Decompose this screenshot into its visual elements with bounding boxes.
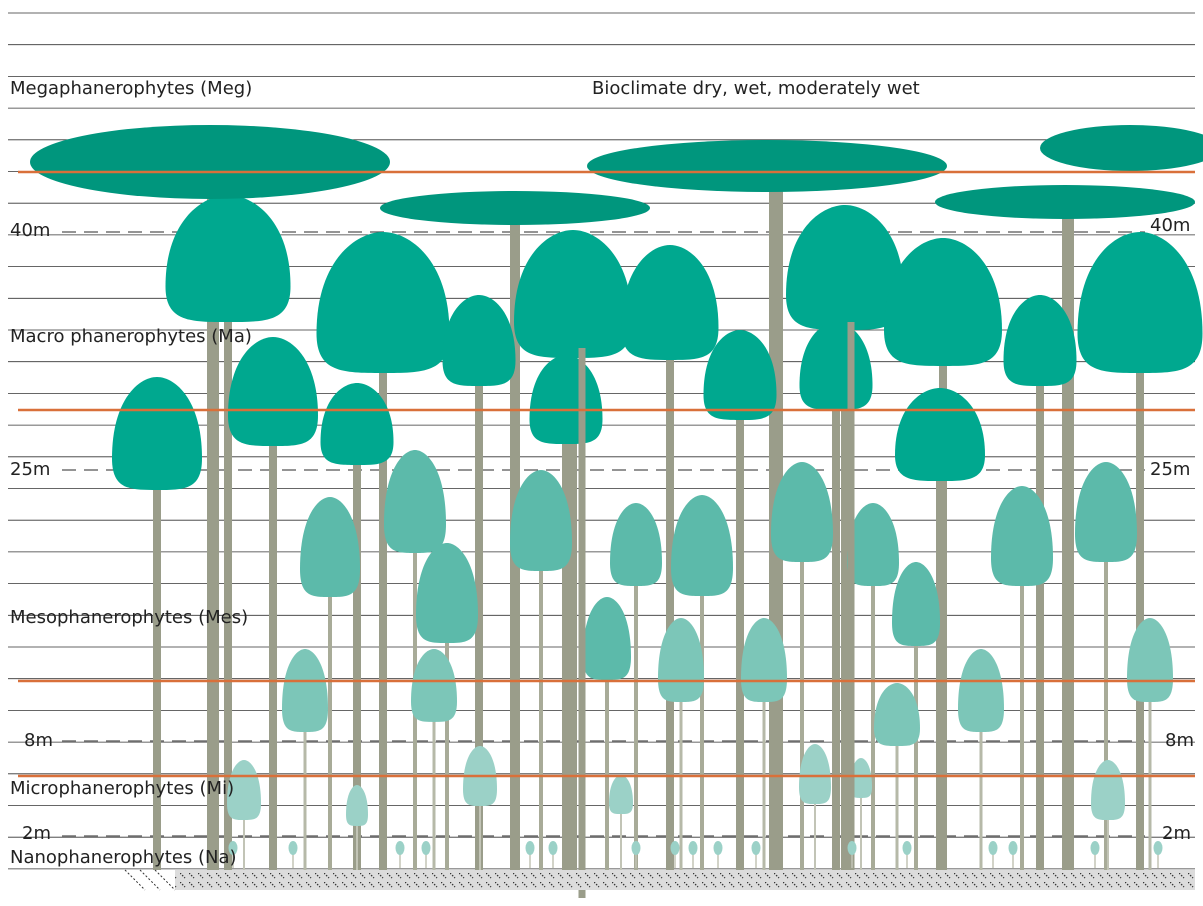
crown xyxy=(771,462,833,562)
crown xyxy=(514,230,632,358)
crown xyxy=(442,295,516,386)
crown xyxy=(799,322,873,410)
crown xyxy=(1075,462,1137,562)
flat-crown xyxy=(935,185,1195,219)
crown xyxy=(384,450,446,553)
crown xyxy=(786,205,904,330)
height-label: 2m xyxy=(22,823,51,844)
height-label: 40m xyxy=(10,220,50,241)
crown xyxy=(282,649,328,732)
seedling xyxy=(631,841,641,855)
crown xyxy=(850,758,872,798)
flat-crown xyxy=(1040,125,1203,171)
crown xyxy=(583,597,631,680)
crown xyxy=(658,618,704,702)
seedling xyxy=(228,841,238,855)
seedling xyxy=(688,841,698,855)
flat-crown xyxy=(30,125,390,199)
height-label: 40m xyxy=(1150,215,1190,236)
height-label: 25m xyxy=(10,459,50,480)
seedling xyxy=(525,841,535,855)
crown xyxy=(529,355,603,444)
crown xyxy=(411,649,457,722)
crown xyxy=(610,503,662,586)
crown xyxy=(510,470,572,571)
flat-crown xyxy=(587,140,947,192)
seedling xyxy=(713,841,723,855)
crown xyxy=(703,330,777,420)
height-label: 2m xyxy=(1162,823,1191,844)
seedling xyxy=(1008,841,1018,855)
crown xyxy=(621,245,719,360)
height-label: 25m xyxy=(1150,459,1190,480)
crown xyxy=(895,388,985,481)
trees xyxy=(18,125,1203,898)
flat-crown xyxy=(380,191,650,225)
crown xyxy=(799,744,831,804)
seedling xyxy=(395,841,405,855)
crown xyxy=(316,232,450,373)
zone-label: Mesophanerophytes (Mes) xyxy=(10,607,248,628)
crown xyxy=(671,495,733,596)
crown xyxy=(416,543,478,643)
seedling xyxy=(902,841,912,855)
crown xyxy=(847,503,899,586)
crown xyxy=(228,337,318,446)
crown xyxy=(991,486,1053,586)
height-label: 8m xyxy=(1165,730,1194,751)
crown xyxy=(958,649,1004,732)
seedling xyxy=(1090,841,1100,855)
crown xyxy=(884,238,1002,366)
crown xyxy=(300,497,360,597)
crown xyxy=(346,785,368,826)
seedling xyxy=(988,841,998,855)
zone-label: Microphanerophytes (Mi) xyxy=(10,778,234,799)
title: Bioclimate dry, wet, moderately wet xyxy=(592,78,920,99)
seedling xyxy=(421,841,431,855)
zone-label: Megaphanerophytes (Meg) xyxy=(10,78,252,99)
zone-label: Macro phanerophytes (Ma) xyxy=(10,326,252,347)
crown xyxy=(892,562,940,646)
seedling xyxy=(751,841,761,855)
crown xyxy=(165,195,291,322)
seedling xyxy=(288,841,298,855)
crown xyxy=(1091,760,1125,820)
crown xyxy=(874,683,920,746)
crown xyxy=(609,775,633,814)
ground-edge xyxy=(124,869,176,891)
seedling xyxy=(1153,841,1163,855)
crown xyxy=(1127,618,1173,702)
ground xyxy=(175,870,1195,890)
seedling xyxy=(670,841,680,855)
crown xyxy=(1003,295,1077,386)
seedling xyxy=(548,841,558,855)
zone-label: Nanophanerophytes (Na) xyxy=(10,847,237,868)
seedling xyxy=(847,841,857,855)
crown xyxy=(112,377,202,490)
crown xyxy=(320,383,394,465)
crown xyxy=(1077,232,1203,373)
height-label: 8m xyxy=(24,730,53,751)
